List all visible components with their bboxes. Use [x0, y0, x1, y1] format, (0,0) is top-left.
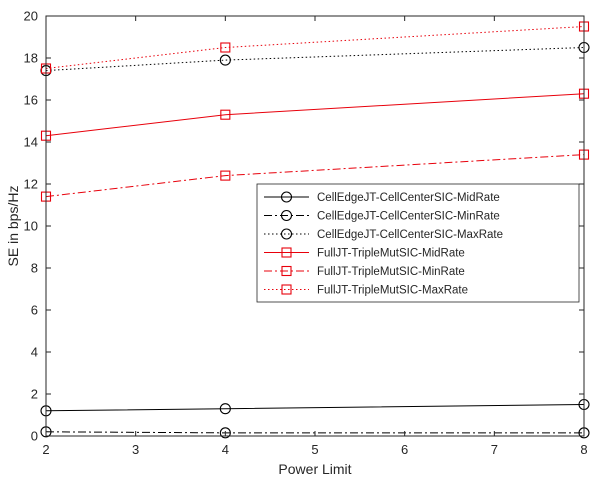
y-tick-label: 2 [31, 387, 38, 402]
legend-entry: FullJT-TripleMutSIC-MinRate [264, 265, 465, 278]
legend-entry: CellEdgeJT-CellCenterSIC-MaxRate [264, 228, 503, 241]
legend-swatch-marker [280, 228, 293, 240]
series-3 [40, 41, 590, 77]
y-tick-label: 12 [24, 177, 38, 192]
legend-label: FullJT-TripleMutSIC-MinRate [317, 266, 465, 278]
legend-swatch-marker [281, 284, 292, 295]
y-tick-label: 6 [31, 303, 38, 318]
x-axis-label: Power Limit [278, 461, 351, 477]
series-line [45, 404, 585, 412]
legend: CellEdgeJT-CellCenterSIC-MidRate CellEdge… [256, 183, 580, 303]
legend-entry: CellEdgeJT-CellCenterSIC-MidRate [264, 191, 500, 204]
data-point [219, 427, 231, 439]
x-tick-label: 3 [132, 442, 139, 457]
series-1 [40, 398, 590, 417]
y-tick-label: 4 [31, 345, 38, 360]
legend-entry: FullJT-TripleMutSIC-MaxRate [264, 284, 468, 297]
x-tick-label: 2 [42, 442, 49, 457]
y-axis-label: SE in bps/Hz [5, 186, 21, 267]
series-line [45, 154, 585, 198]
y-tick-label: 20 [24, 9, 38, 24]
legend-swatch-marker [280, 191, 293, 203]
series-line [45, 93, 585, 137]
y-tick-label: 0 [31, 429, 38, 444]
y-tick-label: 14 [24, 135, 38, 150]
legend-swatch-marker [281, 265, 292, 277]
legend-label: CellEdgeJT-CellCenterSIC-MaxRate [317, 229, 503, 241]
x-tick-label: 6 [401, 442, 408, 457]
y-tick-label: 10 [24, 219, 38, 234]
legend-label: CellEdgeJT-CellCenterSIC-MinRate [317, 211, 500, 223]
data-point [219, 54, 231, 66]
x-tick-label: 5 [311, 442, 318, 457]
legend-entry: CellEdgeJT-CellCenterSIC-MinRate [264, 209, 500, 223]
x-tick-label: 8 [580, 442, 587, 457]
legend-box [256, 183, 580, 303]
legend-label: FullJT-TripleMutSIC-MaxRate [317, 285, 468, 297]
data-point [220, 109, 231, 120]
data-point [219, 403, 231, 415]
x-tick-label: 7 [491, 442, 498, 457]
series-line [45, 26, 585, 69]
legend-entry: FullJT-TripleMutSIC-MidRate [264, 247, 465, 260]
series-4 [40, 88, 590, 141]
y-tick-label: 18 [24, 51, 38, 66]
data-point [220, 170, 231, 181]
legend-swatch-marker [281, 247, 292, 258]
legend-label: CellEdgeJT-CellCenterSIC-MidRate [317, 192, 500, 204]
legend-swatch-marker [280, 209, 293, 222]
y-tick-label: 16 [24, 93, 38, 108]
data-point [220, 42, 231, 53]
y-tick-label: 8 [31, 261, 38, 276]
x-tick-label: 4 [222, 442, 229, 457]
legend-label: FullJT-TripleMutSIC-MidRate [317, 248, 465, 260]
series-6 [40, 21, 590, 74]
